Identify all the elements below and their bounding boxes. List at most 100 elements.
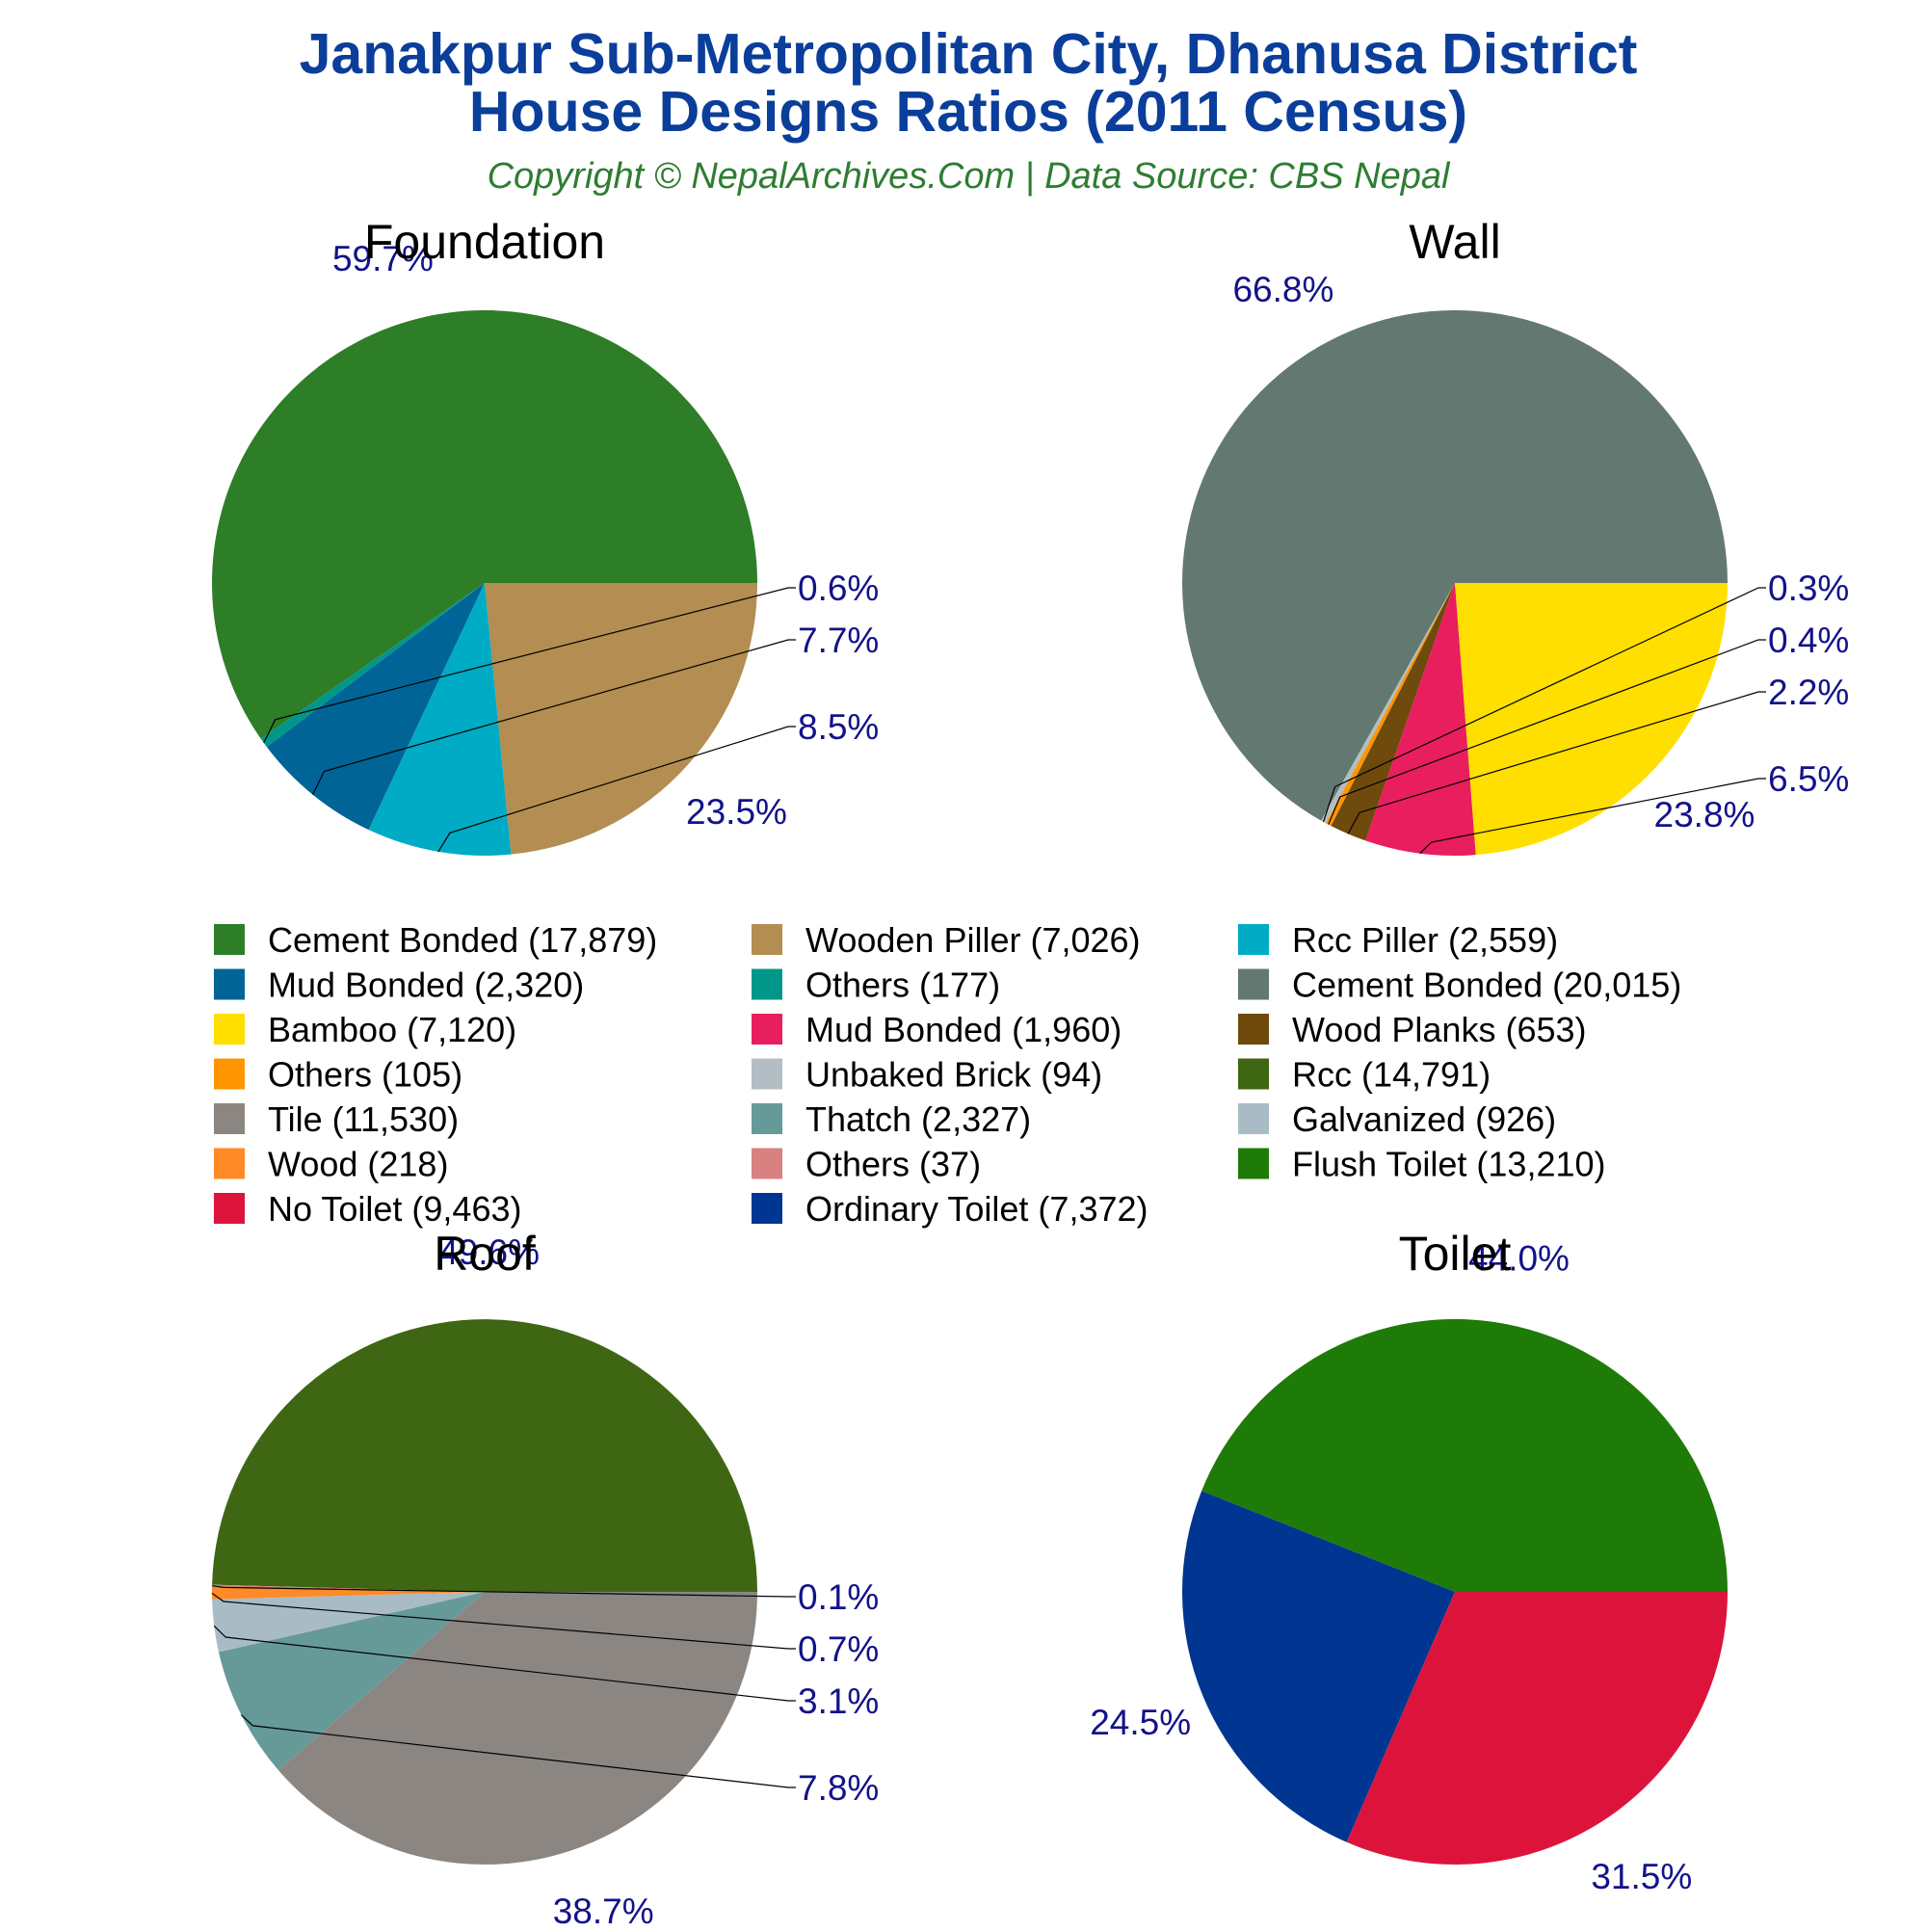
- pie-roof: 49.6% 38.7% 0.1% 0.7% 3.1% 7.8% Roof: [211, 1227, 879, 1931]
- legend-swatch: [214, 968, 245, 1000]
- legend-label: Wood (218): [268, 1145, 448, 1184]
- percent-label: 8.5%: [798, 707, 879, 747]
- legend-label: Wooden Piller (7,026): [805, 920, 1141, 960]
- pie-slice-mud-bonded: [266, 583, 485, 831]
- legend-swatch: [752, 1058, 782, 1090]
- legend-item: No Toilet (9,463): [214, 1189, 521, 1229]
- legend-swatch: [214, 1193, 245, 1224]
- pie-title-roof: Roof: [434, 1227, 536, 1281]
- percent-label: 49.6%: [438, 1232, 540, 1272]
- legend-label: Rcc (14,791): [1292, 1055, 1491, 1095]
- leader-line: [437, 726, 796, 853]
- legend-item: Ordinary Toilet (7,372): [752, 1189, 1148, 1229]
- percent-label: 3.1%: [798, 1681, 879, 1721]
- pie-slice-flush-toilet: [1201, 1319, 1728, 1592]
- legend-item: Cement Bonded (20,015): [1238, 966, 1681, 1005]
- legend-label: Rcc Piller (2,559): [1292, 920, 1558, 960]
- legend-swatch: [1238, 1103, 1269, 1134]
- legend-label: Others (105): [268, 1055, 462, 1095]
- pie-title-foundation: Foundation: [364, 215, 605, 269]
- pie-slice-wood: [212, 1586, 485, 1600]
- pie-slice-galvanized: [212, 1592, 486, 1653]
- pie-foundation: 59.7% 23.5% 0.6% 7.7% 8.5% Foundation: [212, 215, 879, 857]
- pie-slice-ordinary-toilet: [1182, 1491, 1455, 1842]
- legend-label: Unbaked Brick (94): [805, 1055, 1102, 1095]
- legend-label: Flush Toilet (13,210): [1292, 1145, 1606, 1184]
- percent-label: 66.8%: [1232, 270, 1333, 309]
- legend-label: Bamboo (7,120): [268, 1010, 516, 1049]
- legend-swatch: [214, 1148, 245, 1179]
- pie-title-toilet: Toilet: [1399, 1227, 1512, 1281]
- legend-label: No Toilet (9,463): [268, 1189, 521, 1229]
- legend-swatch: [1238, 1014, 1269, 1045]
- leader-line: [1419, 778, 1766, 855]
- legend-label: Others (37): [805, 1145, 981, 1184]
- legend-swatch: [752, 1193, 782, 1224]
- legend-item: Others (177): [752, 966, 1000, 1005]
- leader-line: [1328, 639, 1766, 825]
- leader-line: [211, 1592, 796, 1650]
- legend-item: Wood Planks (653): [1238, 1010, 1587, 1049]
- pie-slice-no-toilet: [1346, 1592, 1728, 1865]
- percent-label: 44.0%: [1468, 1238, 1570, 1278]
- pie-slice-others: [1325, 583, 1455, 827]
- legend-swatch: [214, 924, 245, 955]
- legend-label: Others (177): [805, 966, 1000, 1005]
- legend-item: Flush Toilet (13,210): [1238, 1145, 1606, 1184]
- legend-item: Bamboo (7,120): [214, 1010, 516, 1049]
- leader-line: [1347, 691, 1766, 834]
- legend-item: Thatch (2,327): [752, 1099, 1031, 1139]
- percent-label: 24.5%: [1090, 1703, 1191, 1742]
- legend-swatch: [214, 1058, 245, 1090]
- legend-swatch: [752, 968, 782, 1000]
- legend-swatch: [752, 1014, 782, 1045]
- legend-label: Mud Bonded (2,320): [268, 966, 584, 1005]
- legend-item: Wooden Piller (7,026): [752, 920, 1141, 960]
- leader-line: [1322, 587, 1766, 823]
- percent-label: 6.5%: [1768, 759, 1849, 799]
- chart-title-line1: Janakpur Sub-Metropolitan City, Dhanusa …: [300, 22, 1638, 86]
- legend-item: Rcc (14,791): [1238, 1055, 1491, 1095]
- leader-line: [311, 639, 796, 795]
- pie-slice-cement-bonded: [212, 309, 757, 739]
- legend-swatch: [752, 1148, 782, 1179]
- legend-item: Wood (218): [214, 1145, 448, 1184]
- pie-slice-tile: [277, 1592, 757, 1865]
- legend-item: Mud Bonded (1,960): [752, 1010, 1122, 1049]
- percent-label: 0.6%: [798, 569, 879, 608]
- legend-item: Mud Bonded (2,320): [214, 966, 584, 1005]
- legend-label: Ordinary Toilet (7,372): [805, 1189, 1148, 1229]
- legend-swatch: [1238, 1058, 1269, 1090]
- legend-swatch: [752, 1103, 782, 1134]
- legend-swatch: [1238, 968, 1269, 1000]
- leader-line: [263, 587, 796, 744]
- legend-item: Tile (11,530): [214, 1099, 459, 1139]
- percent-label: 31.5%: [1591, 1857, 1692, 1896]
- pie-slice-mud-bonded: [1365, 583, 1476, 856]
- percent-label: 59.7%: [332, 239, 434, 278]
- leader-line: [240, 1714, 796, 1788]
- legend-label: Cement Bonded (20,015): [1292, 966, 1681, 1005]
- percent-label: 7.8%: [798, 1768, 879, 1808]
- leader-line: [213, 1625, 796, 1702]
- pie-slice-thatch: [218, 1592, 486, 1771]
- legend-item: Others (105): [214, 1055, 462, 1095]
- pie-slice-cement-bonded: [1181, 310, 1728, 821]
- pie-slice-rcc: [212, 1319, 758, 1592]
- percent-label: 2.2%: [1768, 673, 1849, 712]
- legend-label: Mud Bonded (1,960): [805, 1010, 1122, 1049]
- legend-item: Others (37): [752, 1145, 981, 1184]
- legend-label: Cement Bonded (17,879): [268, 920, 657, 960]
- percent-label: 0.3%: [1768, 569, 1849, 608]
- pie-slice-rcc-piller: [368, 583, 512, 857]
- percent-label: 0.7%: [798, 1629, 879, 1669]
- legend-swatch: [214, 1014, 245, 1045]
- legend-swatch: [752, 924, 782, 955]
- percent-label: 0.4%: [1768, 621, 1849, 660]
- percent-label: 7.7%: [798, 621, 879, 660]
- pie-charts: 59.7% 23.5% 0.6% 7.7% 8.5% Foundation 66.8% 23.…: [211, 215, 1849, 1931]
- chart-title-line2: House Designs Ratios (2011 Census): [469, 80, 1467, 144]
- legend-item: Galvanized (926): [1238, 1099, 1556, 1139]
